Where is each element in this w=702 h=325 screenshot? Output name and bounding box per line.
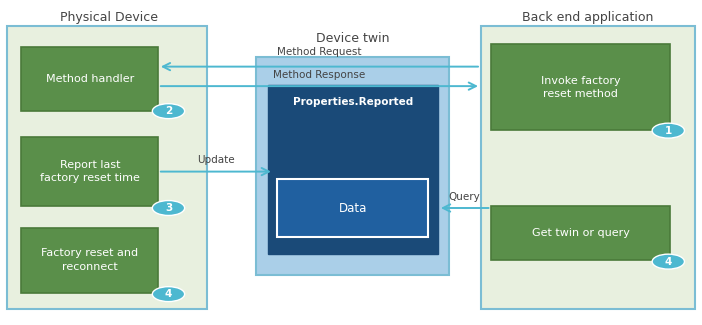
Circle shape xyxy=(652,254,684,269)
Text: Update: Update xyxy=(197,155,235,165)
FancyBboxPatch shape xyxy=(21,227,158,292)
Circle shape xyxy=(152,201,185,215)
Text: 3: 3 xyxy=(165,203,172,213)
Text: Device twin: Device twin xyxy=(316,32,389,46)
Circle shape xyxy=(652,123,684,138)
Text: 1: 1 xyxy=(665,126,672,136)
Text: Data: Data xyxy=(339,202,367,214)
Text: Physical Device: Physical Device xyxy=(60,11,158,24)
Text: Back end application: Back end application xyxy=(522,11,654,24)
Text: Method handler: Method handler xyxy=(46,74,134,84)
FancyBboxPatch shape xyxy=(21,136,158,206)
Circle shape xyxy=(152,287,185,302)
Text: Method Request: Method Request xyxy=(277,47,362,57)
Text: Report last
factory reset time: Report last factory reset time xyxy=(40,160,140,183)
Text: 4: 4 xyxy=(665,257,672,266)
Text: Method Response: Method Response xyxy=(273,70,366,80)
FancyBboxPatch shape xyxy=(491,206,670,260)
FancyBboxPatch shape xyxy=(481,26,695,309)
Text: Factory reset and
reconnect: Factory reset and reconnect xyxy=(41,248,138,272)
FancyBboxPatch shape xyxy=(256,57,449,275)
Text: Get twin or query: Get twin or query xyxy=(531,228,630,238)
FancyBboxPatch shape xyxy=(7,26,207,309)
FancyBboxPatch shape xyxy=(491,44,670,130)
Text: 4: 4 xyxy=(165,289,172,299)
Text: Invoke factory
reset method: Invoke factory reset method xyxy=(541,75,621,99)
Text: 2: 2 xyxy=(165,106,172,116)
Text: Query: Query xyxy=(449,192,481,202)
FancyBboxPatch shape xyxy=(268,84,438,254)
Text: Properties.Reported: Properties.Reported xyxy=(293,98,413,107)
Circle shape xyxy=(152,104,185,119)
FancyBboxPatch shape xyxy=(21,47,158,111)
FancyBboxPatch shape xyxy=(277,179,428,237)
